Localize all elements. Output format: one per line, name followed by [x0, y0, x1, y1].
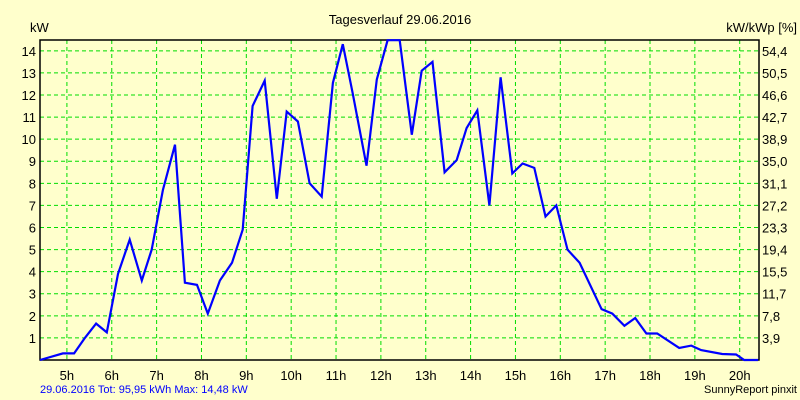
x-tick-label: 18h: [639, 368, 661, 383]
y-tick-label-left: 13: [22, 66, 36, 81]
x-tick-label: 19h: [684, 368, 706, 383]
plot-frame: [39, 39, 760, 361]
y-tick-label-right: 11,7: [762, 287, 786, 302]
y-tick-label-left: 4: [29, 265, 36, 280]
y-tick-label-right: 27,2: [762, 198, 787, 213]
y-tick-label-left: 8: [29, 176, 36, 191]
y-tick-label-left: 11: [23, 110, 37, 125]
y-tick-label-left: 14: [22, 44, 36, 59]
y-tick-label-left: 12: [22, 88, 36, 103]
tick-labels: 5h 6h 7h 8h 9h 10h 11h 12h 13h 14h 15h 16h 17h 18h 19h…: [22, 44, 788, 383]
y-tick-label-right: 38,9: [762, 132, 787, 147]
x-tick-label: 10h: [280, 368, 302, 383]
y-tick-label-left: 10: [22, 132, 36, 147]
x-tick-label: 17h: [594, 368, 616, 383]
y-tick-label-right: 46,6: [762, 88, 787, 103]
y-axis-left-label: kW: [30, 20, 50, 35]
y-tick-label-right: 19,4: [762, 243, 787, 258]
x-tick-label: 13h: [415, 368, 437, 383]
chart-title: Tagesverlauf 29.06.2016: [329, 12, 471, 27]
y-tick-label-right: 3,9: [762, 331, 780, 346]
footer-credit: SunnyReport pinxit: [704, 384, 797, 396]
x-tick-label: 9h: [239, 368, 253, 383]
y-tick-label-right: 7,8: [762, 309, 780, 324]
x-tick-label: 15h: [505, 368, 527, 383]
grid: [40, 40, 759, 360]
series-line-kw: [39, 39, 759, 362]
y-tick-label-right: 23,3: [762, 220, 787, 235]
x-tick-label: 5h: [60, 368, 74, 383]
y-tick-label-right: 31,1: [762, 176, 787, 191]
y-tick-label-left: 7: [29, 198, 36, 213]
y-tick-label-right: 35,0: [762, 154, 787, 169]
y-tick-label-left: 5: [29, 243, 36, 258]
x-tick-label: 16h: [549, 368, 571, 383]
y-tick-label-right: 15,5: [762, 265, 787, 280]
y-tick-label-left: 9: [29, 154, 36, 169]
x-tick-label: 12h: [370, 368, 392, 383]
x-tick-label: 6h: [105, 368, 119, 383]
footer-summary: 29.06.2016 Tot: 95,95 kWh Max: 14,48 kW: [40, 384, 248, 396]
y-tick-label-right: 42,7: [762, 110, 787, 125]
y-axis-right-label: kW/kWp [%]: [726, 20, 797, 35]
x-tick-label: 14h: [460, 368, 482, 383]
y-tick-label-left: 3: [29, 287, 36, 302]
y-tick-label-right: 54,4: [762, 44, 787, 59]
x-tick-label: 8h: [194, 368, 208, 383]
y-tick-label-left: 2: [29, 309, 36, 324]
y-tick-label-right: 50,5: [762, 66, 787, 81]
x-tick-label: 7h: [149, 368, 163, 383]
x-tick-label: 11h: [326, 368, 347, 383]
y-tick-label-left: 6: [29, 220, 36, 235]
x-tick-label: 20h: [729, 368, 751, 383]
y-tick-label-left: 1: [29, 331, 36, 346]
